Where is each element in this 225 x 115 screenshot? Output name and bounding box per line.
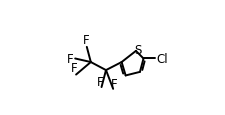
Text: S: S: [133, 44, 141, 57]
Text: F: F: [111, 77, 117, 90]
Text: Cl: Cl: [156, 53, 167, 65]
Text: F: F: [66, 53, 73, 65]
Text: F: F: [83, 33, 89, 46]
Text: F: F: [71, 61, 77, 74]
Text: F: F: [97, 75, 103, 88]
